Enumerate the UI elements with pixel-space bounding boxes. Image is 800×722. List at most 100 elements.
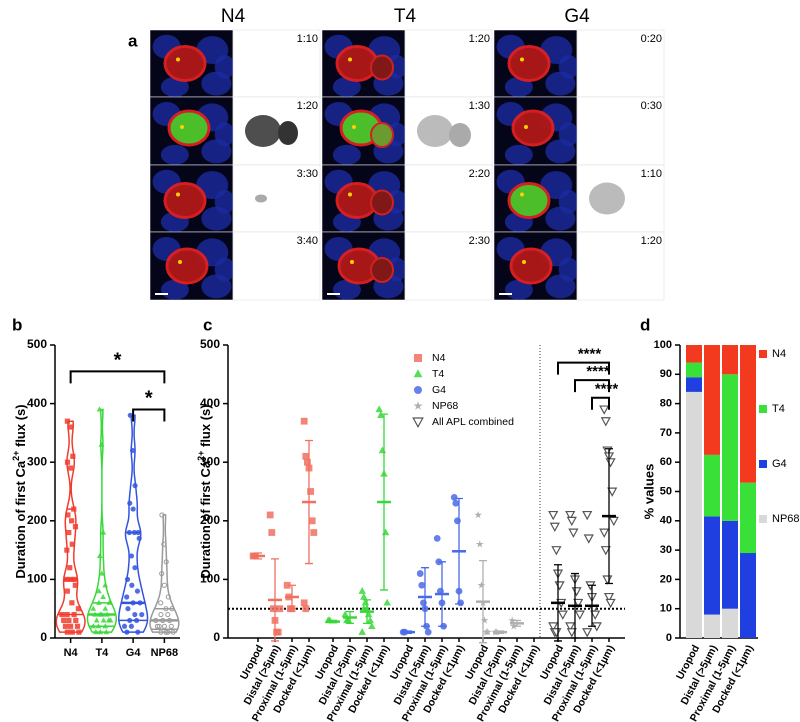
data-point <box>375 405 383 413</box>
data-point <box>124 629 130 635</box>
y-tick-label: 0 <box>40 630 47 644</box>
cell <box>167 109 211 147</box>
data-point <box>165 611 171 618</box>
data-point <box>100 617 107 623</box>
data-point <box>159 512 165 518</box>
calcium-signal <box>255 194 267 203</box>
data-point <box>129 582 135 588</box>
calcium-image <box>232 164 321 233</box>
legend-label: G4 <box>772 458 787 470</box>
calcium-image <box>576 96 665 166</box>
contact-spot <box>178 260 182 264</box>
data-point <box>72 582 78 588</box>
y-axis-label: % values <box>641 464 656 520</box>
data-point <box>102 605 109 611</box>
data-point <box>69 600 75 606</box>
y-axis-label-part: 2+ <box>196 451 206 461</box>
data-point <box>599 405 610 415</box>
bar-segment <box>722 374 738 521</box>
y-axis-label-part: flux (s) <box>13 404 28 450</box>
panel-label: c <box>203 315 212 334</box>
y-tick-label: 40 <box>660 515 672 527</box>
contact-spot <box>520 57 524 62</box>
data-point <box>130 506 136 512</box>
bar-segment <box>704 516 720 615</box>
data-point <box>304 458 311 466</box>
data-point <box>574 610 585 620</box>
y-axis-label: Duration of first Ca2+ flux (s) <box>196 404 213 578</box>
data-point <box>557 610 568 620</box>
data-point <box>475 540 484 548</box>
y-tick-label: 70 <box>660 427 672 439</box>
significance-bracket <box>557 361 610 375</box>
contact-spot <box>522 260 526 264</box>
legend-marker <box>414 386 422 394</box>
y-axis-label-part: Duration of first Ca <box>13 460 28 578</box>
data-point <box>93 617 100 623</box>
y-tick-label: 60 <box>660 456 672 468</box>
bar-segment <box>722 608 738 638</box>
data-point <box>276 605 284 613</box>
legend-swatch <box>759 350 767 358</box>
bar-segment <box>686 377 702 392</box>
data-point <box>100 529 107 535</box>
nucleus <box>160 76 189 97</box>
data-point <box>154 623 161 629</box>
y-tick-label: 300 <box>27 454 47 468</box>
data-point <box>73 617 79 624</box>
legend-label: T4 <box>432 368 444 380</box>
data-point <box>67 424 73 430</box>
data-point <box>549 522 560 532</box>
nucleus <box>332 76 361 97</box>
significance-label: **** <box>586 363 610 380</box>
cell <box>507 182 551 219</box>
data-point <box>551 546 562 556</box>
y-tick-label: 400 <box>200 396 220 410</box>
data-point <box>307 488 314 495</box>
bar-segment <box>686 345 702 363</box>
data-point <box>300 599 308 607</box>
nucleus <box>214 122 235 147</box>
x-tick-label: G4 <box>126 647 142 659</box>
data-point <box>69 629 75 635</box>
data-point <box>64 547 70 553</box>
cell <box>370 122 394 148</box>
panel-label: a <box>128 31 138 50</box>
significance-label: * <box>145 388 153 410</box>
y-tick-label: 50 <box>660 485 672 497</box>
data-point <box>266 511 274 519</box>
legend-marker <box>413 369 423 378</box>
data-point <box>161 623 167 629</box>
data-point <box>283 581 291 589</box>
data-point <box>605 598 616 609</box>
legend-label: G4 <box>432 384 446 396</box>
data-point <box>452 499 460 507</box>
panel-label: b <box>12 315 22 334</box>
data-point <box>600 546 611 556</box>
data-point <box>341 610 349 618</box>
nucleus <box>214 257 235 282</box>
column-title: T4 <box>394 6 417 27</box>
column-title: G4 <box>564 6 590 27</box>
data-point <box>74 623 81 629</box>
data-point <box>128 553 135 559</box>
data-point <box>61 617 67 624</box>
legend-label: All APL combined <box>432 416 514 428</box>
data-point <box>159 570 165 577</box>
cell <box>165 247 209 285</box>
x-tick-label: NP68 <box>151 647 179 659</box>
data-point <box>66 617 72 624</box>
data-point <box>477 581 486 589</box>
calcium-image <box>232 29 321 98</box>
data-point <box>127 500 133 506</box>
data-point <box>68 623 74 629</box>
cell <box>163 45 207 82</box>
data-point <box>165 629 171 635</box>
timestamp: 0:20 <box>641 33 662 45</box>
data-point <box>136 535 142 541</box>
timestamp: 2:20 <box>469 168 490 180</box>
y-axis-label-part: Duration of first Ca <box>198 460 213 578</box>
data-point <box>418 581 426 589</box>
data-point <box>583 534 594 544</box>
data-point <box>68 465 74 471</box>
